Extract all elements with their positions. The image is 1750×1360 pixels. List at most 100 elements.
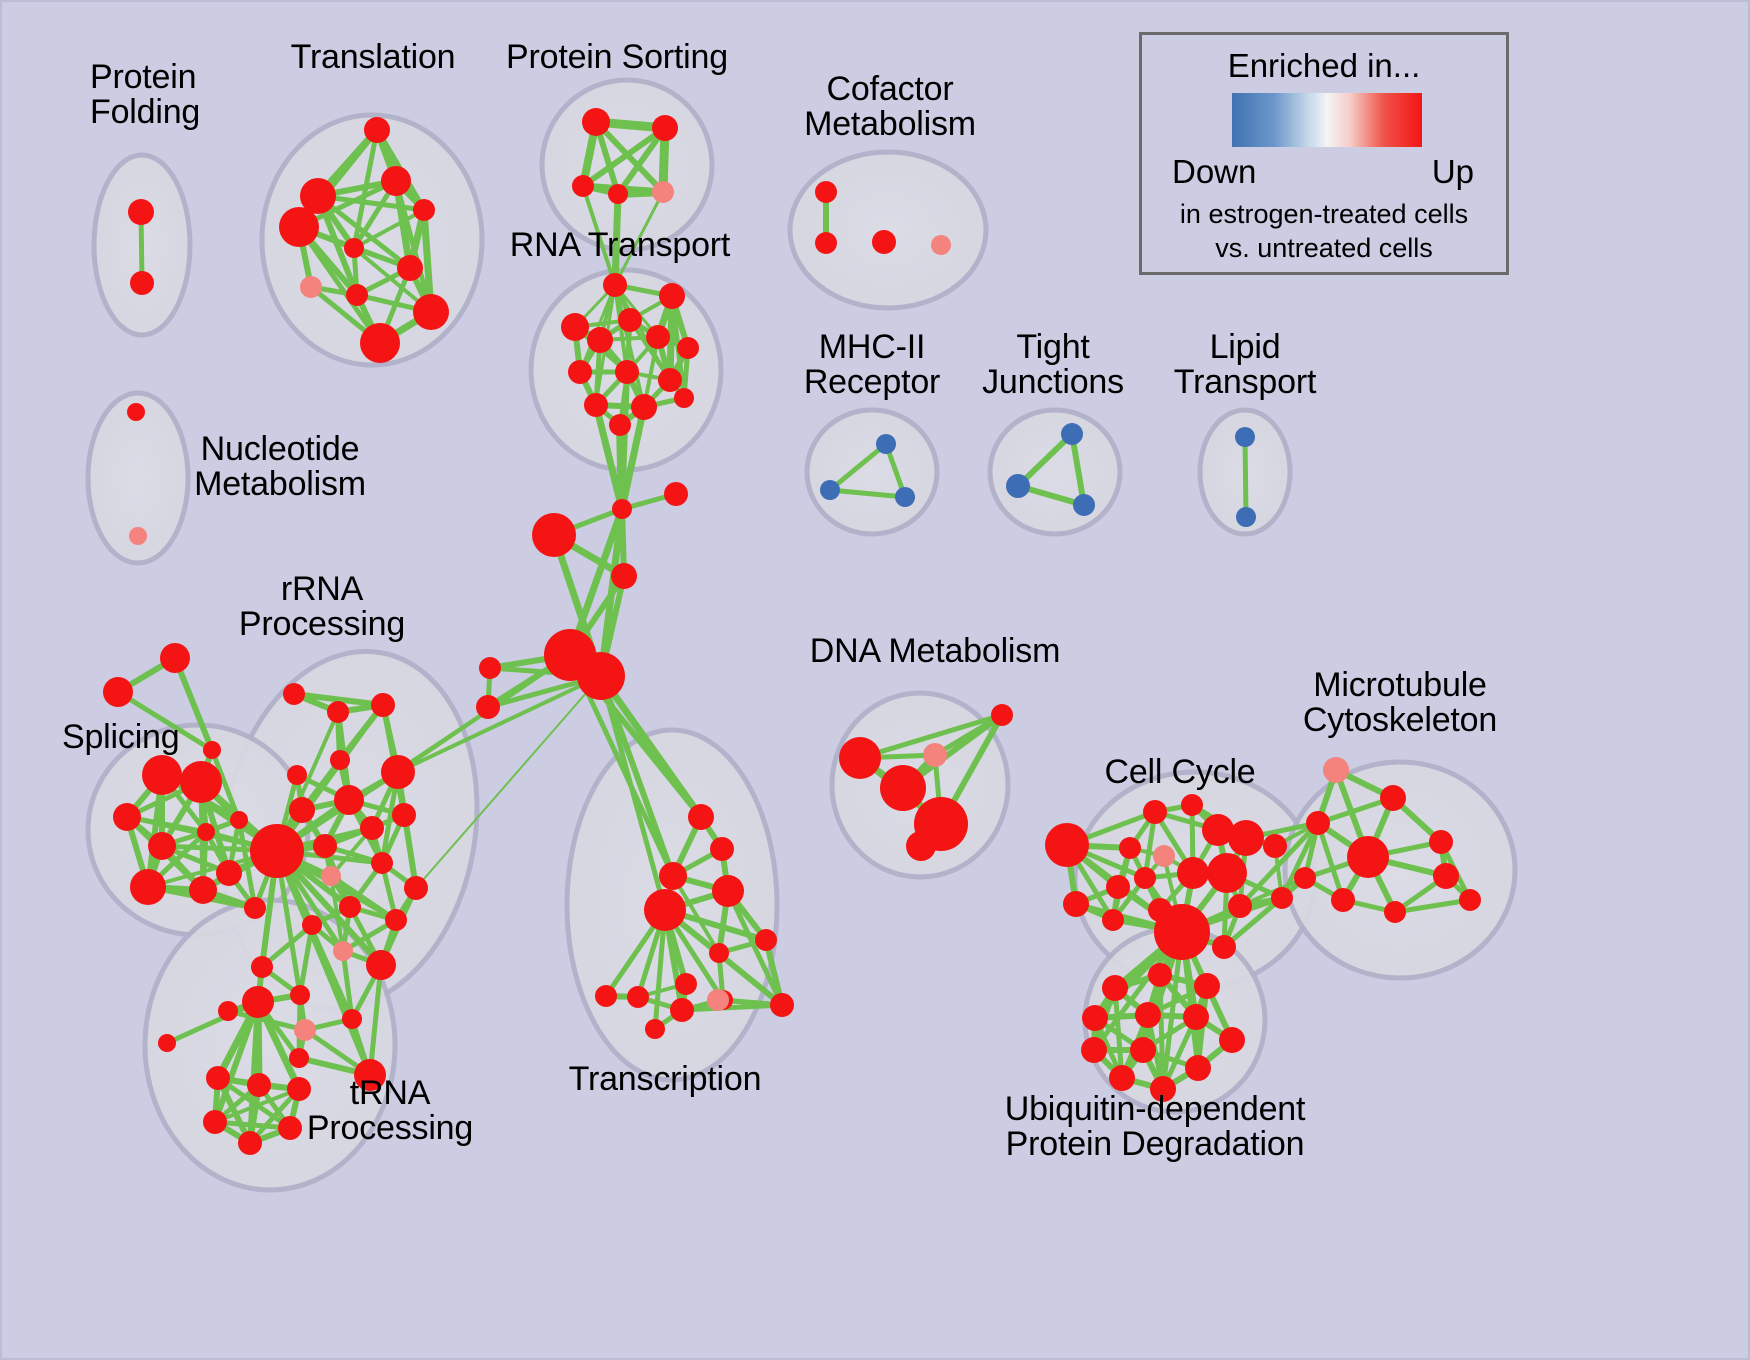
network-node[interactable]	[1153, 845, 1175, 867]
network-node[interactable]	[278, 1116, 302, 1140]
network-node[interactable]	[1119, 837, 1141, 859]
network-node[interactable]	[815, 232, 837, 254]
network-node[interactable]	[342, 1009, 362, 1029]
network-node[interactable]	[675, 973, 697, 995]
network-node[interactable]	[302, 915, 322, 935]
network-node[interactable]	[895, 487, 915, 507]
network-node[interactable]	[1143, 800, 1167, 824]
network-node[interactable]	[360, 816, 384, 840]
network-node[interactable]	[577, 652, 625, 700]
network-node[interactable]	[1081, 1037, 1107, 1063]
network-node[interactable]	[413, 199, 435, 221]
network-node[interactable]	[413, 294, 449, 330]
network-node[interactable]	[1331, 888, 1355, 912]
network-node[interactable]	[923, 743, 947, 767]
network-node[interactable]	[103, 677, 133, 707]
network-node[interactable]	[130, 271, 154, 295]
network-node[interactable]	[1202, 814, 1234, 846]
network-node[interactable]	[250, 824, 304, 878]
network-node[interactable]	[289, 797, 315, 823]
network-node[interactable]	[1102, 909, 1124, 931]
network-node[interactable]	[1228, 820, 1264, 856]
network-node[interactable]	[128, 199, 154, 225]
network-node[interactable]	[880, 765, 926, 811]
network-node[interactable]	[300, 276, 322, 298]
network-node[interactable]	[612, 499, 632, 519]
network-node[interactable]	[568, 360, 592, 384]
network-node[interactable]	[289, 1048, 309, 1068]
network-node[interactable]	[815, 181, 837, 203]
network-node[interactable]	[346, 284, 368, 306]
network-node[interactable]	[197, 823, 215, 841]
network-node[interactable]	[876, 434, 896, 454]
network-node[interactable]	[561, 313, 589, 341]
network-node[interactable]	[770, 993, 794, 1017]
network-node[interactable]	[582, 108, 610, 136]
network-node[interactable]	[321, 866, 341, 886]
network-node[interactable]	[287, 1077, 311, 1101]
network-node[interactable]	[603, 273, 627, 297]
network-node[interactable]	[385, 909, 407, 931]
network-node[interactable]	[618, 308, 642, 332]
network-node[interactable]	[872, 230, 896, 254]
network-node[interactable]	[659, 283, 685, 309]
network-node[interactable]	[1306, 811, 1330, 835]
network-node[interactable]	[627, 986, 649, 1008]
network-node[interactable]	[839, 737, 881, 779]
network-node[interactable]	[608, 184, 628, 204]
network-node[interactable]	[1177, 857, 1209, 889]
network-node[interactable]	[1134, 867, 1156, 889]
network-node[interactable]	[300, 178, 336, 214]
network-node[interactable]	[1219, 1027, 1245, 1053]
network-node[interactable]	[631, 394, 657, 420]
network-node[interactable]	[330, 750, 350, 770]
network-node[interactable]	[142, 755, 182, 795]
network-node[interactable]	[287, 765, 307, 785]
network-node[interactable]	[1109, 1065, 1135, 1091]
network-node[interactable]	[364, 117, 390, 143]
network-node[interactable]	[652, 181, 674, 203]
network-node[interactable]	[615, 360, 639, 384]
network-node[interactable]	[646, 325, 670, 349]
network-node[interactable]	[1271, 887, 1293, 909]
network-node[interactable]	[1102, 975, 1128, 1001]
network-node[interactable]	[371, 852, 393, 874]
network-node[interactable]	[160, 643, 190, 673]
network-node[interactable]	[1323, 757, 1349, 783]
network-node[interactable]	[709, 943, 729, 963]
network-node[interactable]	[334, 785, 364, 815]
network-node[interactable]	[595, 985, 617, 1007]
network-node[interactable]	[1263, 834, 1287, 858]
network-node[interactable]	[130, 869, 166, 905]
network-node[interactable]	[1207, 853, 1247, 893]
network-node[interactable]	[1183, 1004, 1209, 1030]
network-node[interactable]	[587, 327, 613, 353]
network-node[interactable]	[1194, 973, 1220, 999]
network-node[interactable]	[659, 862, 687, 890]
network-node[interactable]	[127, 403, 145, 421]
network-node[interactable]	[203, 1110, 227, 1134]
network-node[interactable]	[1294, 867, 1316, 889]
network-node[interactable]	[1045, 823, 1089, 867]
network-node[interactable]	[218, 1001, 238, 1021]
network-node[interactable]	[532, 513, 576, 557]
network-node[interactable]	[1185, 1055, 1211, 1081]
network-node[interactable]	[251, 956, 273, 978]
network-node[interactable]	[283, 683, 305, 705]
network-node[interactable]	[820, 480, 840, 500]
network-node[interactable]	[189, 876, 217, 904]
network-node[interactable]	[677, 337, 699, 359]
network-node[interactable]	[1073, 494, 1095, 516]
network-node[interactable]	[1228, 894, 1252, 918]
network-node[interactable]	[366, 950, 396, 980]
network-node[interactable]	[397, 255, 423, 281]
network-node[interactable]	[203, 741, 221, 759]
network-node[interactable]	[247, 1073, 271, 1097]
network-node[interactable]	[707, 989, 729, 1011]
network-node[interactable]	[584, 393, 608, 417]
network-node[interactable]	[1106, 875, 1130, 899]
network-node[interactable]	[279, 207, 319, 247]
network-node[interactable]	[712, 875, 744, 907]
network-node[interactable]	[216, 860, 242, 886]
network-node[interactable]	[645, 1019, 665, 1039]
